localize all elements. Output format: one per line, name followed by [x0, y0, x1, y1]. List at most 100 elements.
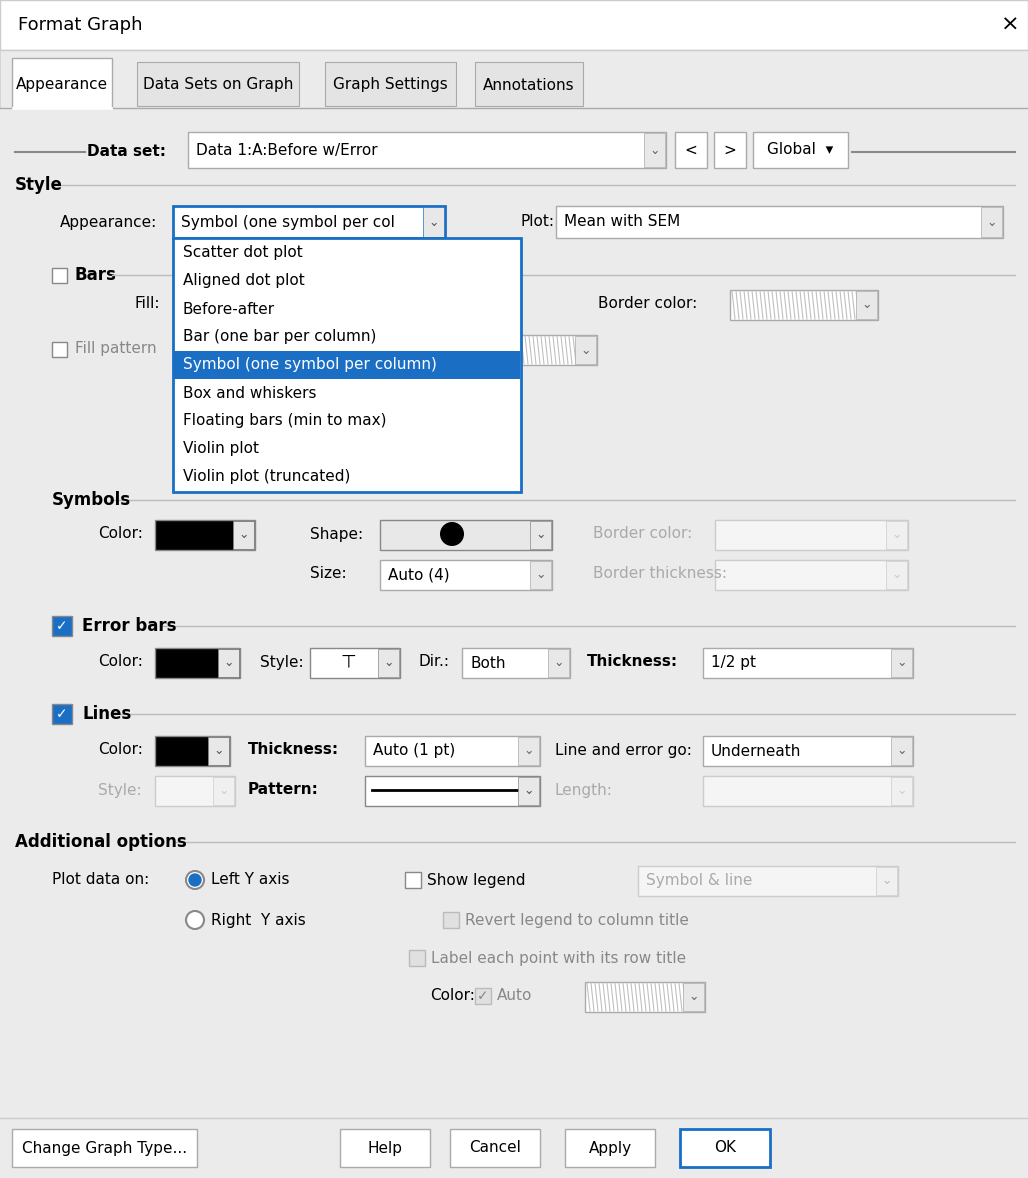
Text: Border color:: Border color:: [598, 297, 697, 311]
Text: Bars: Bars: [75, 266, 117, 284]
Text: <: <: [685, 143, 697, 158]
FancyBboxPatch shape: [565, 1129, 655, 1167]
Text: Auto: Auto: [497, 988, 533, 1004]
Text: Size:: Size:: [310, 567, 346, 582]
FancyBboxPatch shape: [548, 649, 570, 677]
FancyBboxPatch shape: [638, 866, 898, 896]
Text: Underneath: Underneath: [711, 743, 802, 759]
Text: ✓: ✓: [57, 618, 68, 633]
Text: Label each point with its row title: Label each point with its row title: [431, 951, 686, 966]
Text: Color:: Color:: [98, 655, 143, 669]
Text: Graph Settings: Graph Settings: [333, 78, 448, 93]
FancyBboxPatch shape: [518, 777, 539, 805]
FancyBboxPatch shape: [213, 777, 234, 805]
Text: Fill:: Fill:: [135, 297, 160, 311]
Text: Length:: Length:: [555, 782, 613, 798]
Text: 1/2 pt: 1/2 pt: [711, 655, 756, 670]
Text: ⌄: ⌄: [429, 216, 439, 229]
FancyBboxPatch shape: [644, 133, 665, 167]
Text: Plot:: Plot:: [520, 214, 554, 230]
FancyBboxPatch shape: [233, 521, 254, 549]
FancyBboxPatch shape: [52, 342, 67, 357]
FancyBboxPatch shape: [52, 269, 67, 283]
Text: Show legend: Show legend: [427, 873, 525, 887]
Text: Help: Help: [367, 1140, 403, 1156]
Text: Thickness:: Thickness:: [248, 742, 339, 757]
Text: ⌄: ⌄: [224, 655, 234, 668]
Text: ⌄: ⌄: [238, 528, 249, 541]
Text: ⌄: ⌄: [554, 656, 564, 669]
Text: Data Sets on Graph: Data Sets on Graph: [143, 78, 293, 93]
Circle shape: [186, 871, 204, 889]
Text: ⌄: ⌄: [987, 216, 997, 229]
FancyBboxPatch shape: [876, 867, 897, 895]
Text: Data set:: Data set:: [87, 145, 166, 159]
FancyBboxPatch shape: [155, 519, 255, 550]
Text: Additional options: Additional options: [15, 833, 187, 851]
Circle shape: [189, 874, 201, 886]
Text: ⌄: ⌄: [896, 656, 908, 669]
FancyBboxPatch shape: [714, 132, 746, 168]
Text: Appearance:: Appearance:: [60, 214, 157, 230]
FancyBboxPatch shape: [489, 291, 510, 319]
FancyBboxPatch shape: [680, 1129, 770, 1167]
Text: Violin plot (truncated): Violin plot (truncated): [183, 470, 351, 484]
Text: Mean with SEM: Mean with SEM: [564, 214, 681, 230]
Text: Color:: Color:: [98, 742, 143, 757]
FancyBboxPatch shape: [703, 776, 913, 806]
FancyBboxPatch shape: [405, 872, 421, 888]
Text: ⌄: ⌄: [536, 528, 546, 541]
FancyBboxPatch shape: [475, 62, 583, 106]
Text: ⌄: ⌄: [882, 874, 892, 887]
Text: Auto (1 pt): Auto (1 pt): [373, 743, 455, 759]
FancyBboxPatch shape: [703, 648, 913, 679]
FancyBboxPatch shape: [155, 776, 235, 806]
Text: Pattern:: Pattern:: [248, 782, 319, 798]
FancyBboxPatch shape: [530, 561, 551, 589]
Text: Line and error go:: Line and error go:: [555, 742, 692, 757]
FancyBboxPatch shape: [475, 988, 491, 1004]
Text: Plot data on:: Plot data on:: [52, 873, 149, 887]
FancyBboxPatch shape: [891, 737, 912, 765]
FancyBboxPatch shape: [365, 776, 540, 806]
Text: ✓: ✓: [477, 990, 488, 1002]
Text: Color:: Color:: [430, 988, 475, 1004]
FancyBboxPatch shape: [585, 982, 705, 1012]
Text: ⌄: ⌄: [494, 344, 505, 357]
FancyBboxPatch shape: [155, 736, 230, 766]
FancyBboxPatch shape: [0, 1118, 1028, 1178]
Text: Aligned dot plot: Aligned dot plot: [183, 273, 304, 289]
Text: Format Graph: Format Graph: [19, 16, 143, 34]
Text: ⌄: ⌄: [689, 990, 699, 1002]
Text: ⌄: ⌄: [581, 344, 591, 357]
FancyBboxPatch shape: [575, 336, 596, 364]
FancyBboxPatch shape: [730, 290, 878, 320]
Text: Symbols: Symbols: [52, 491, 132, 509]
FancyBboxPatch shape: [518, 737, 539, 765]
FancyBboxPatch shape: [489, 336, 510, 364]
Text: ⌄: ⌄: [896, 783, 908, 796]
FancyBboxPatch shape: [52, 704, 72, 724]
FancyBboxPatch shape: [218, 649, 238, 677]
Text: Box and whiskers: Box and whiskers: [183, 385, 317, 401]
Text: Change Graph Type...: Change Graph Type...: [22, 1140, 187, 1156]
FancyBboxPatch shape: [981, 207, 1002, 237]
FancyBboxPatch shape: [715, 519, 908, 550]
Text: Shape:: Shape:: [310, 527, 363, 542]
Text: Bar (one bar per column): Bar (one bar per column): [183, 330, 376, 344]
Text: Fill pattern: Fill pattern: [75, 342, 156, 357]
Text: Style:: Style:: [260, 655, 303, 669]
FancyBboxPatch shape: [208, 737, 229, 765]
FancyBboxPatch shape: [886, 561, 907, 589]
Text: ⌄: ⌄: [861, 298, 872, 311]
Text: Apply: Apply: [588, 1140, 631, 1156]
FancyBboxPatch shape: [0, 0, 1028, 49]
Text: Right  Y axis: Right Y axis: [211, 913, 305, 927]
Text: Symbol & line: Symbol & line: [646, 874, 752, 888]
FancyBboxPatch shape: [530, 521, 551, 549]
FancyBboxPatch shape: [365, 736, 540, 766]
FancyBboxPatch shape: [715, 560, 908, 590]
FancyBboxPatch shape: [310, 648, 400, 679]
Text: Dir.:: Dir.:: [418, 655, 449, 669]
Text: Violin plot: Violin plot: [183, 442, 259, 457]
